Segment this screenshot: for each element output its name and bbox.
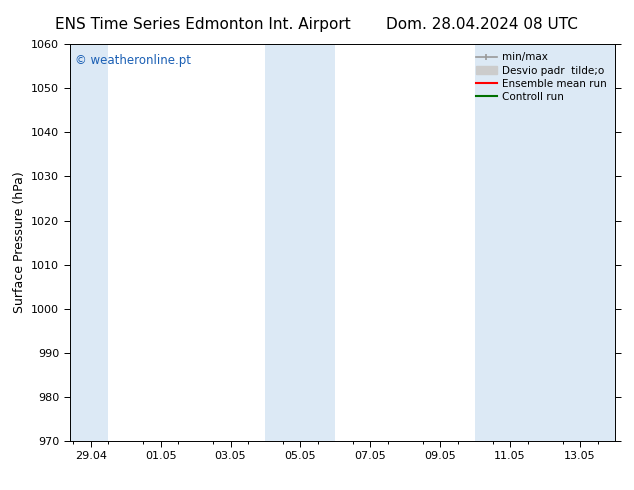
Text: ENS Time Series Edmonton Int. Airport: ENS Time Series Edmonton Int. Airport (55, 17, 351, 32)
Bar (475, 44, 615, 441)
Text: Dom. 28.04.2024 08 UTC: Dom. 28.04.2024 08 UTC (386, 17, 578, 32)
Y-axis label: Surface Pressure (hPa): Surface Pressure (hPa) (13, 172, 25, 314)
Legend: min/max, Desvio padr  tilde;o, Ensemble mean run, Controll run: min/max, Desvio padr tilde;o, Ensemble m… (473, 49, 610, 105)
Bar (266, 44, 335, 441)
Text: © weatheronline.pt: © weatheronline.pt (75, 54, 191, 67)
Bar (70, 44, 108, 441)
